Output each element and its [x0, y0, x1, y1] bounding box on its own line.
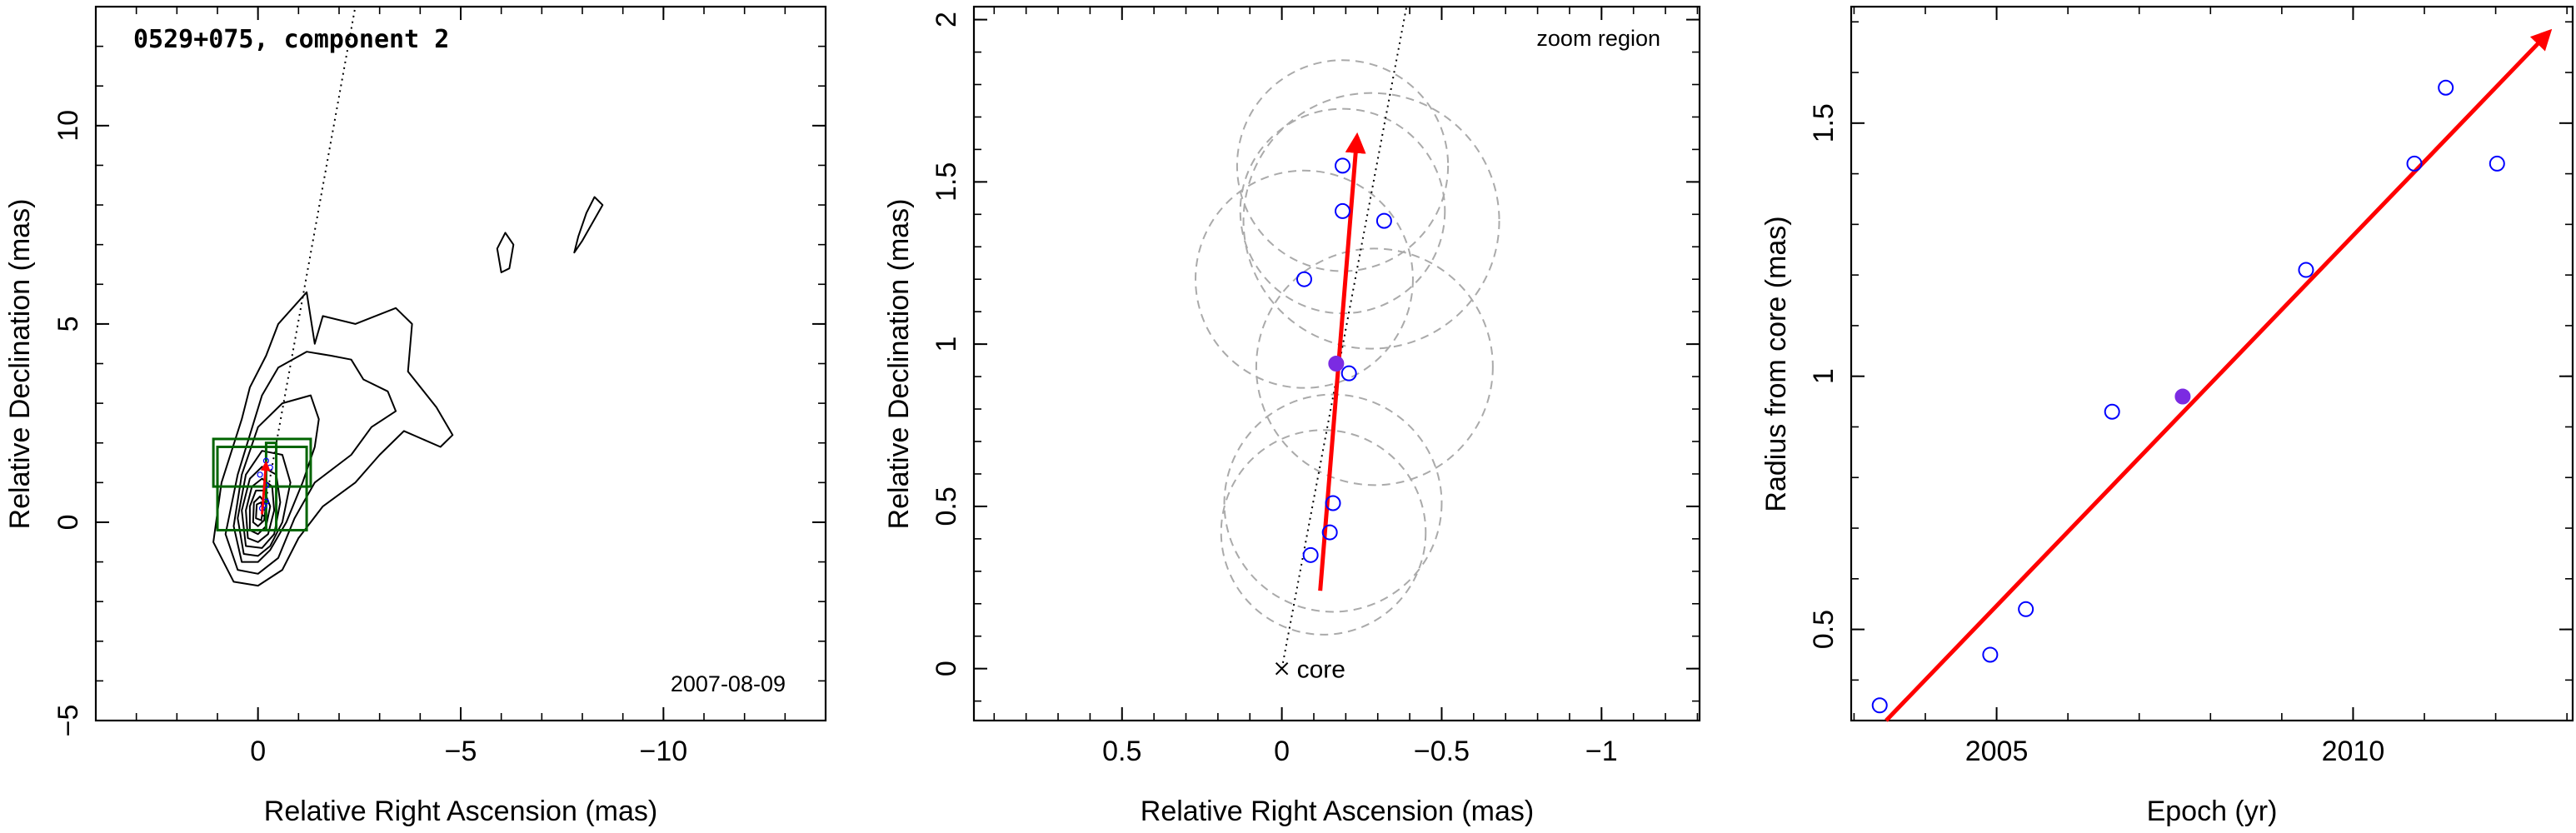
panel-1-y-tick-label: 0 [52, 514, 84, 530]
position-uncertainty-circle [1236, 59, 1450, 272]
panel-3-radius-vs-epoch: 2005 2010 0.5 1 1.5 Epoch (yr) Radius from c… [1760, 5, 2574, 827]
contour-line [496, 232, 515, 273]
epoch-point [1325, 495, 1341, 511]
position-uncertainty-circle [1242, 92, 1500, 350]
epoch-point [1982, 646, 1999, 663]
contour-line [232, 394, 320, 563]
panel-3-y-tick-label: 0.5 [1808, 610, 1840, 649]
epoch-point [2489, 155, 2505, 172]
epoch-point [1335, 157, 1351, 174]
panel-1-x-axis-label: Relative Right Ascension (mas) [264, 796, 657, 827]
zoom-box [212, 437, 312, 488]
panel-3-x-axis-label: Epoch (yr) [2147, 796, 2278, 827]
core-marker [1275, 661, 1289, 676]
panel-1-overlays [212, 6, 357, 531]
panel-2-frame [972, 5, 1701, 722]
panel-3-x-tick-label: 2010 [2322, 736, 2385, 767]
fit-arrow [1885, 28, 2553, 722]
position-uncertainty-circle [1220, 429, 1427, 636]
panel-2-y-tick-label: 1.5 [931, 162, 962, 202]
epoch-point [1321, 524, 1338, 541]
panel-2-corner-label: zoom region [1536, 26, 1660, 51]
zoom-box [216, 445, 308, 531]
panel-1-x-tick-label: 0 [250, 736, 266, 767]
contour-line [212, 291, 454, 587]
panel-2-y-tick-label: 2 [931, 12, 962, 27]
epoch-point [1302, 546, 1319, 563]
panel-3-ticks: 2005 2010 0.5 1 1.5 [1808, 7, 2573, 767]
epoch-point [2438, 79, 2454, 96]
epoch-point [1340, 365, 1357, 382]
panel-2-x-tick-label: 0 [1274, 736, 1290, 767]
position-uncertainty-circle [1195, 169, 1414, 389]
panel-1-contours [212, 196, 604, 587]
panel-2-x-tick-label: −1 [1585, 736, 1618, 767]
epoch-point [1335, 202, 1351, 219]
epoch-point [2406, 155, 2423, 172]
epoch-point [1375, 212, 1392, 229]
panel-2-y-tick-label: 0.5 [931, 486, 962, 526]
panel-2-x-axis-label: Relative Right Ascension (mas) [1141, 796, 1534, 827]
epoch-point [2104, 403, 2120, 420]
contour-line [573, 196, 604, 254]
panel-1-y-tick-label: 10 [52, 110, 84, 142]
panel-3-y-tick-label: 1 [1808, 368, 1840, 384]
panel-1-y-tick-label: 5 [52, 316, 84, 332]
panel-1-title: 0529+075, component 2 [133, 25, 449, 54]
position-uncertainty-circle [1239, 107, 1446, 315]
epoch-point [2018, 601, 2034, 617]
panel-2-y-axis-label: Relative Declination (mas) [883, 199, 915, 530]
panel-1-y-tick-label: −5 [52, 705, 84, 737]
contour-line [237, 450, 292, 557]
panel-2-ticks: 0.5 0 −0.5 −1 0 0.5 1 1.5 2 [931, 7, 1700, 767]
jet-axis-line [1281, 6, 1408, 669]
contour-line [224, 351, 397, 575]
panel-3-plot [1871, 28, 2553, 722]
panel-1-date-label: 2007-08-09 [671, 671, 786, 696]
reference-epoch-point [1328, 356, 1345, 372]
panel-2-y-tick-label: 0 [931, 661, 962, 676]
position-uncertainty-circle [1223, 393, 1443, 613]
panel-3-frame [1850, 5, 2574, 722]
panel-1-ticks: 0 −5 −10 −5 0 5 10 [52, 6, 826, 767]
panel-2-x-tick-label: −0.5 [1414, 736, 1470, 767]
epoch-point [2298, 262, 2314, 278]
reference-epoch-point [2174, 388, 2191, 405]
panel-2-y-tick-label: 1 [931, 337, 962, 352]
position-uncertainty-circle [1255, 247, 1494, 486]
panel-2-x-tick-label: 0.5 [1102, 736, 1141, 767]
zoom-box [264, 441, 278, 531]
panel-2-zoom-region: 0.5 0 −0.5 −1 0 0.5 1 1.5 2 zoom region core Rel… [883, 5, 1701, 827]
panel-1-x-tick-label: −10 [639, 736, 687, 767]
panel-2-plot [1195, 6, 1500, 676]
panel-1-y-axis-label: Relative Declination (mas) [4, 199, 36, 530]
epoch-point [1295, 271, 1312, 287]
panel-1-frame [94, 5, 827, 722]
epoch-marker [257, 471, 263, 478]
epoch-point [1871, 697, 1888, 714]
panel-2-core-label: core [1297, 656, 1345, 684]
panel-3-y-tick-label: 1.5 [1808, 103, 1840, 142]
panel-3-x-tick-label: 2005 [1965, 736, 2029, 767]
epoch-marker [267, 464, 273, 471]
panel-1-x-tick-label: −5 [445, 736, 477, 767]
motion-arrow [260, 461, 271, 515]
panel-1-contour-map: 0 −5 −10 −5 0 5 10 0529+075, component 2 2007-… [4, 5, 827, 827]
panel-3-y-axis-label: Radius from core (mas) [1760, 216, 1792, 511]
